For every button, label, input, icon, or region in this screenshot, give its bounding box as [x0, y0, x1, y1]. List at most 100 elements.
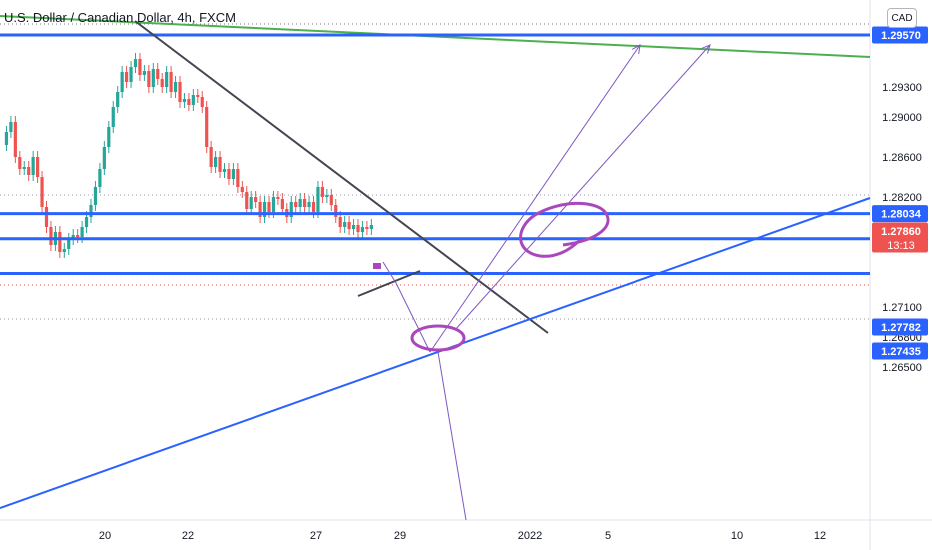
candles — [4, 53, 373, 258]
current-price-label-bg — [872, 222, 928, 253]
candle-body — [93, 187, 98, 205]
candle-body — [36, 157, 40, 177]
candle-body — [18, 157, 22, 169]
candle-body — [76, 235, 80, 237]
candle-body — [307, 202, 311, 207]
projection-arrow-2-head — [701, 44, 711, 54]
candle-body — [280, 199, 284, 209]
candle-body — [196, 95, 200, 97]
candle-body — [298, 199, 302, 207]
candle-body — [160, 79, 164, 87]
candle-body — [267, 202, 271, 212]
projection-arrow-2 — [454, 44, 711, 331]
candle-body — [84, 217, 89, 227]
candle-body — [231, 169, 235, 179]
candle-body — [9, 122, 13, 132]
candle-body — [289, 202, 293, 217]
highlight-marker — [373, 263, 381, 269]
candle-body — [258, 202, 262, 217]
price-axis-panel — [870, 0, 932, 550]
candle-body — [320, 187, 324, 197]
candle-body — [67, 239, 71, 249]
candle-body — [369, 225, 373, 229]
projection-arrow-1 — [429, 44, 641, 353]
time-tick-label: 5 — [605, 530, 611, 542]
candle-body — [200, 97, 204, 107]
wedge-trendline — [357, 270, 421, 297]
candle-body — [240, 187, 244, 192]
current-price-label-countdown: 13:13 — [887, 240, 915, 252]
price-label-127435: 1.27435 — [881, 346, 921, 358]
candle-body — [58, 232, 62, 252]
price-axis-ticks: 1.293001.290001.286001.282001.271001.268… — [882, 82, 922, 374]
time-tick-label: 12 — [814, 530, 826, 542]
candle-body — [125, 72, 129, 82]
price-label-127782-bg — [872, 318, 928, 336]
candle-body — [71, 235, 75, 239]
candle-body — [138, 59, 142, 75]
candle-body — [262, 202, 267, 217]
candle-body — [245, 192, 249, 209]
candle-body — [98, 169, 102, 187]
candle-body — [254, 197, 258, 202]
candle-body — [218, 157, 222, 172]
candle-body — [316, 187, 320, 212]
time-axis-labels: 20 22 27 29 2022 5 10 12 — [99, 530, 826, 542]
projection-line-lower — [437, 351, 467, 521]
candle-body — [334, 205, 338, 217]
candle-body — [303, 199, 307, 207]
candle-body — [107, 127, 111, 147]
currency-button[interactable]: CAD — [887, 8, 917, 28]
candle-body — [80, 227, 84, 237]
time-tick-label: 22 — [182, 530, 194, 542]
candle-body — [187, 99, 191, 105]
projection-arrow-1-head — [631, 44, 641, 54]
candle-body — [325, 195, 329, 197]
candle-body — [271, 197, 276, 212]
candle-body — [236, 169, 240, 187]
price-tick-label: 1.29000 — [882, 112, 922, 124]
candle-body — [227, 169, 231, 179]
candle-body — [205, 107, 209, 147]
candle-body — [360, 227, 365, 232]
candle-body — [347, 222, 351, 229]
candle-body — [89, 205, 93, 217]
candle-body — [62, 249, 66, 252]
candle-body — [31, 157, 35, 175]
candle-body — [133, 59, 138, 67]
candle-body — [182, 99, 187, 102]
candle-body — [151, 69, 155, 87]
candle-body — [129, 67, 133, 82]
candle-body — [116, 92, 120, 107]
time-tick-label: 20 — [99, 530, 111, 542]
price-label-129570-bg — [872, 26, 928, 44]
price-label-127782: 1.27782 — [881, 322, 921, 334]
candle-body — [222, 169, 227, 172]
candle-body — [351, 225, 356, 229]
candle-body — [178, 82, 182, 102]
candle-body — [49, 227, 53, 245]
price-tick-label: 1.28600 — [882, 152, 922, 164]
candle-body — [276, 197, 280, 199]
candle-body — [102, 147, 106, 169]
candle-body — [209, 147, 213, 167]
candle-body — [147, 71, 151, 87]
candle-body — [356, 225, 360, 232]
time-tick-label: 29 — [394, 530, 406, 542]
price-tick-label: 1.27100 — [882, 302, 922, 314]
time-tick-label: 27 — [310, 530, 322, 542]
price-label-129570: 1.29570 — [881, 30, 921, 42]
highlight-ellipse-low — [410, 324, 466, 352]
price-tick-label: 1.29300 — [882, 82, 922, 94]
plot-area — [0, 0, 870, 520]
candle-body — [111, 107, 115, 127]
chart-title: U.S. Dollar / Canadian Dollar, 4h, FXCM — [4, 10, 236, 25]
candle-body — [169, 72, 173, 92]
candle-body — [191, 95, 195, 105]
highlight-ellipse-high — [519, 201, 610, 258]
candle-body — [44, 207, 49, 227]
candle-body — [338, 217, 342, 227]
price-label-127435-bg — [872, 342, 928, 360]
candle-body — [249, 197, 253, 209]
